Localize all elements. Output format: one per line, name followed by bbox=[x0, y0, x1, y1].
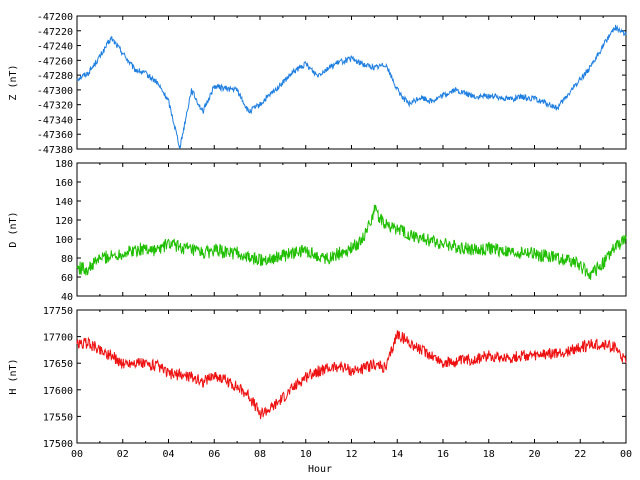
y-axis-label: D (nT) bbox=[8, 211, 19, 247]
x-tick-label: 12 bbox=[345, 449, 357, 460]
y-tick-label: -47220 bbox=[37, 27, 73, 38]
x-tick-label: 16 bbox=[437, 449, 449, 460]
y-tick-label: 17600 bbox=[43, 386, 73, 397]
x-tick-label: 10 bbox=[300, 449, 312, 460]
x-axis-label: Hour bbox=[308, 464, 332, 475]
x-tick-label: 22 bbox=[574, 449, 586, 460]
panel-0: -47200 -47220 -47240 -47260 -47280 -47300 -473… bbox=[8, 12, 627, 156]
x-tick-label: 18 bbox=[483, 449, 495, 460]
y-tick-label: 17650 bbox=[43, 359, 73, 370]
plot-frame bbox=[76, 15, 627, 150]
y-axis-label: Z (nT) bbox=[8, 64, 19, 100]
x-tick-label: 00 bbox=[71, 449, 83, 460]
y-tick-label: -47320 bbox=[37, 101, 73, 112]
x-tick-label: 08 bbox=[254, 449, 266, 460]
y-tick-label: 17500 bbox=[43, 439, 73, 450]
y-tick-label: 120 bbox=[55, 216, 73, 227]
x-tick-label: 00 bbox=[620, 449, 632, 460]
x-tick-label: 14 bbox=[391, 449, 403, 460]
y-axis-label: H (nT) bbox=[8, 358, 19, 394]
y-tick-label: 180 bbox=[55, 159, 73, 170]
y-tick-label: 17550 bbox=[43, 412, 73, 423]
y-tick-label: -47380 bbox=[37, 145, 73, 156]
panel-1: 180 160 140 120 100 80 60 40 D (nT) bbox=[8, 159, 627, 303]
y-tick-label: -47360 bbox=[37, 130, 73, 141]
y-tick-label: 100 bbox=[55, 235, 73, 246]
y-tick-label: 60 bbox=[61, 273, 73, 284]
y-tick-label: -47340 bbox=[37, 115, 73, 126]
y-tick-label: 40 bbox=[61, 292, 73, 303]
x-tick-label: 06 bbox=[208, 449, 220, 460]
y-tick-label: 140 bbox=[55, 197, 73, 208]
series-line bbox=[76, 204, 627, 280]
y-tick-label: 17750 bbox=[43, 306, 73, 317]
plot-frame bbox=[76, 309, 627, 444]
plot-frame bbox=[76, 162, 627, 297]
series-line bbox=[76, 24, 627, 150]
y-tick-label: 160 bbox=[55, 178, 73, 189]
panel-2: 17750 17700 17650 17600 17550 17500 H (nT) 00 02… bbox=[8, 306, 632, 460]
y-tick-label: -47200 bbox=[37, 12, 73, 23]
y-tick-label: 80 bbox=[61, 254, 73, 265]
y-tick-label: -47280 bbox=[37, 71, 73, 82]
y-tick-label: 17700 bbox=[43, 333, 73, 344]
series-line bbox=[76, 330, 627, 420]
x-tick-label: 20 bbox=[528, 449, 540, 460]
x-tick-label: 02 bbox=[117, 449, 129, 460]
y-tick-label: -47260 bbox=[37, 56, 73, 67]
y-tick-label: -47240 bbox=[37, 42, 73, 53]
y-tick-label: -47300 bbox=[37, 86, 73, 97]
x-tick-label: 04 bbox=[162, 449, 174, 460]
